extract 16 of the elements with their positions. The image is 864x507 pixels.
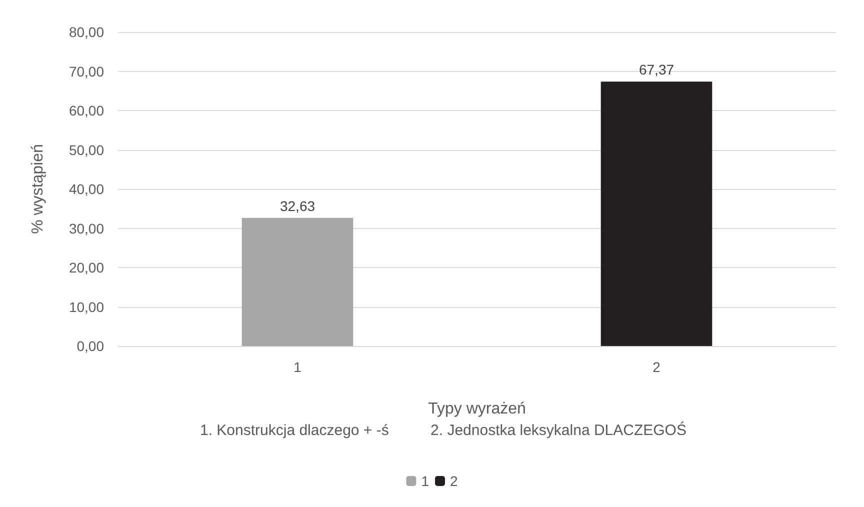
y-axis-title: % wystąpień [30,144,46,234]
y-tick-label: 30,00 [68,220,104,236]
y-tick-label: 40,00 [68,181,104,197]
x-axis-title: Typy wyrażeń [428,400,526,418]
y-tick-label: 70,00 [68,63,104,80]
y-tick-label: 60,00 [68,102,104,118]
legend-label: 1 [421,473,430,489]
y-tick-label: 0,00 [76,338,104,354]
y-tick-label: 10,00 [68,298,104,315]
text: 1. Konstrukcja dlaczego + -ś 2. Jednostka leksykalna DLACZEGOŚ [200,421,686,439]
data-label: 32,63 [280,198,316,214]
legend-label: 2 [450,473,458,489]
data-label: 67,37 [638,62,674,78]
y-tick-label: 20,00 [68,260,104,276]
y-tick-label: 50,00 [68,142,104,158]
y-tick-label: 80,00 [68,24,104,40]
